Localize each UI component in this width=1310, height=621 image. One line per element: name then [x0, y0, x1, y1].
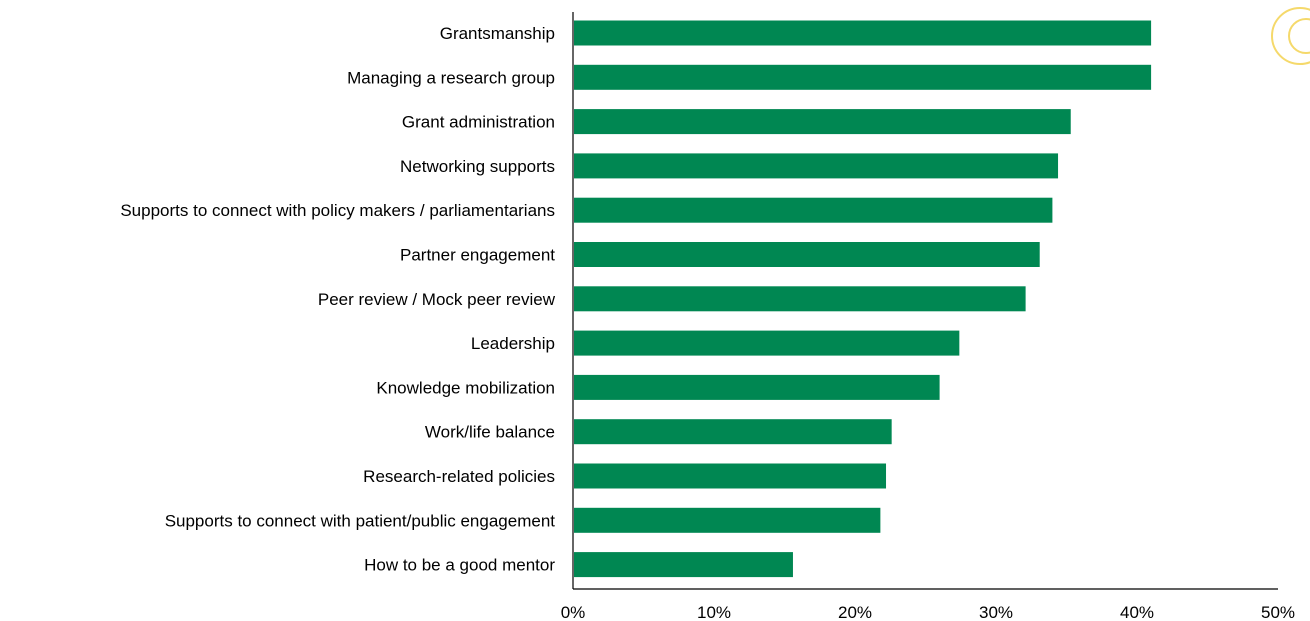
bar	[574, 197, 1053, 223]
category-label: Leadership	[471, 334, 555, 353]
category-label: Networking supports	[400, 157, 555, 176]
bar	[574, 153, 1059, 179]
bar	[574, 463, 887, 489]
category-label: Grantsmanship	[440, 24, 555, 43]
x-tick-label: 30%	[979, 603, 1013, 621]
category-label: Work/life balance	[425, 423, 555, 442]
x-tick-label: 20%	[838, 603, 872, 621]
bar	[574, 64, 1152, 90]
category-label: Knowledge mobilization	[376, 378, 555, 397]
x-tick-label: 50%	[1261, 603, 1295, 621]
bar	[574, 552, 793, 578]
category-label: Grant administration	[402, 113, 555, 132]
bar	[574, 20, 1152, 46]
category-label: How to be a good mentor	[364, 556, 555, 575]
x-tick-label: 40%	[1120, 603, 1154, 621]
category-label: Partner engagement	[400, 246, 555, 265]
bar	[574, 330, 960, 356]
bars-group	[574, 20, 1152, 578]
category-label: Supports to connect with policy makers /…	[120, 201, 555, 220]
x-tick-label: 10%	[697, 603, 731, 621]
bar	[574, 286, 1026, 312]
bar	[574, 109, 1071, 135]
category-label: Peer review / Mock peer review	[318, 290, 556, 309]
category-labels: Grantsmanship Managing a research group Gr…	[120, 24, 555, 575]
category-label: Managing a research group	[347, 68, 555, 87]
bar	[574, 507, 881, 533]
bar	[574, 374, 940, 400]
category-label: Supports to connect with patient/public …	[165, 511, 556, 530]
x-tick-label: 0%	[561, 603, 586, 621]
x-tick-labels: 0% 10% 20% 30% 40% 50%	[561, 603, 1295, 621]
circle-logo-icon	[1271, 7, 1310, 65]
bar	[574, 242, 1040, 267]
bar	[574, 419, 892, 445]
category-label: Research-related policies	[363, 467, 555, 486]
